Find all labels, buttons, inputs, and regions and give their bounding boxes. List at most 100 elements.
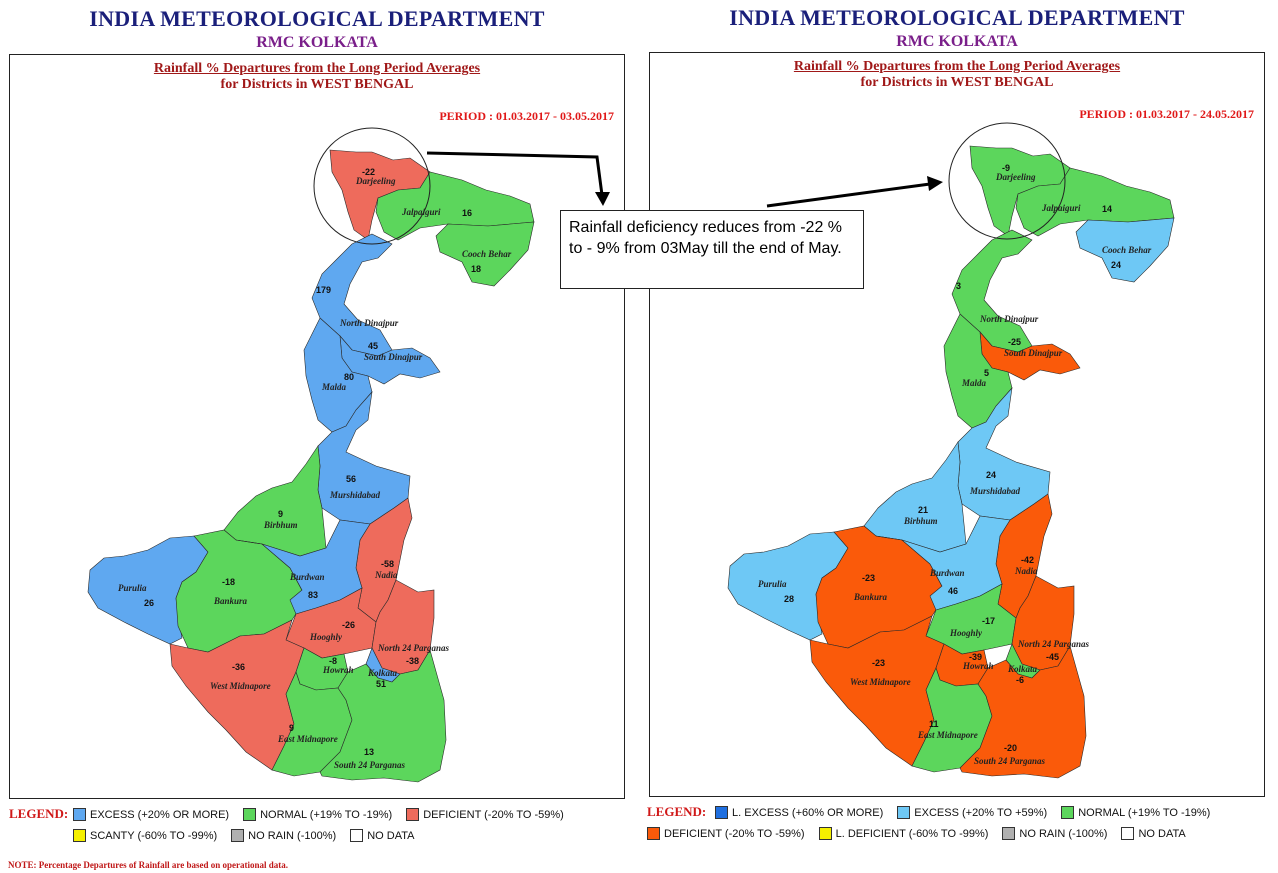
legend-label: L. EXCESS (+60% OR MORE)	[732, 806, 884, 819]
legend-label: NO DATA	[367, 829, 415, 842]
right-legend-item-1-2: EXCESS (+20% TO +59%)	[897, 806, 1047, 819]
left-hooghly-label: Hooghly	[309, 632, 343, 642]
left-period: PERIOD : 01.03.2017 - 03.05.2017	[439, 109, 614, 123]
legend-swatch	[715, 806, 728, 819]
left-howrah-label: Howrah	[322, 665, 354, 675]
left-legend-title: LEGEND:	[9, 806, 69, 821]
right-period: PERIOD : 01.03.2017 - 24.05.2017	[1079, 107, 1254, 121]
right-map-subtitle: for Districts in WEST BENGAL	[860, 75, 1054, 90]
right-jalpaiguri-label: Jalpaiguri	[1041, 203, 1081, 213]
right-howrah-value: -39	[969, 652, 982, 662]
right-east-midnapore-value: 11	[929, 719, 939, 729]
right-header: INDIA METEOROLOGICAL DEPARTMENT RMC KOLK…	[657, 5, 1257, 51]
left-burdwan-value: 83	[308, 590, 318, 600]
right-south-dinajpur-value: -25	[1008, 337, 1021, 347]
right-north-24-parganas-value: -45	[1046, 652, 1059, 662]
left-south-dinajpur-value: 45	[368, 341, 378, 351]
right-west-midnapore-label: West Midnapore	[850, 677, 911, 687]
right-east-midnapore-label: East Midnapore	[917, 730, 978, 740]
left-north-dinajpur-label: North Dinajpur	[339, 318, 399, 328]
legend-swatch	[818, 827, 832, 840]
right-south-dinajpur-label: South Dinajpur	[1004, 348, 1063, 358]
legend-label: SCANTY (-60% TO -99%)	[90, 829, 218, 842]
right-bankura-value: -23	[862, 573, 875, 583]
right-murshidabad-label: Murshidabad	[969, 486, 1021, 496]
right-malda-value: 5	[984, 368, 989, 378]
right-north-dinajpur-label: North Dinajpur	[979, 314, 1039, 324]
right-legend-item-1-1: L. EXCESS (+60% OR MORE)	[715, 806, 883, 819]
left-east-midnapore-label: East Midnapore	[277, 734, 338, 744]
right-rmc-subtitle: RMC KOLKATA	[896, 33, 1018, 50]
left-south-24-parganas-value: 13	[364, 747, 374, 757]
legend-label: L. DEFICIENT (-60% TO -99%)	[835, 827, 989, 840]
callout-box: Rainfall deficiency reduces from -22 % t…	[560, 210, 864, 289]
left-map-title: Rainfall % Departures from the Long Peri…	[153, 61, 481, 76]
left-arrow	[426, 151, 604, 196]
left-south-24-parganas-label: South 24 Parganas	[334, 760, 406, 770]
right-kolkata-label: Kolkata	[1007, 664, 1038, 674]
right-district-cooch-behar	[1075, 217, 1175, 283]
left-murshidabad-label: Murshidabad	[329, 490, 381, 500]
left-legend-item-2-3: NO DATA	[350, 829, 414, 842]
left-darjeeling-label: Darjeeling	[355, 176, 396, 186]
left-north-dinajpur-value: 179	[316, 285, 331, 295]
legend-swatch	[350, 829, 364, 842]
legend-label: DEFICIENT (-20% TO -59%)	[423, 808, 564, 821]
right-legend-item-2-2: L. DEFICIENT (-60% TO -99%)	[818, 827, 989, 840]
left-cooch-behar-label: Cooch Behar	[462, 249, 512, 259]
right-hooghly-label: Hooghly	[949, 628, 983, 638]
left-arrow-head	[595, 192, 610, 206]
right-jalpaiguri-value: 14	[1102, 204, 1112, 214]
left-legend-item-2-1: SCANTY (-60% TO -99%)	[73, 829, 217, 842]
legend-swatch	[1061, 806, 1075, 819]
left-darjeeling-value: -22	[362, 167, 375, 177]
left-purulia-value: 26	[144, 598, 154, 608]
left-map-subtitle: for Districts in WEST BENGAL	[220, 77, 414, 92]
left-jalpaiguri-label: Jalpaiguri	[401, 207, 441, 217]
left-north-24-parganas-value: -38	[406, 656, 419, 666]
left-legend-row-2: SCANTY (-60% TO -99%) NO RAIN (-100%) NO D…	[73, 829, 428, 845]
left-legend: LEGEND: EXCESS (+20% OR MORE) NORMAL (+19…	[9, 806, 629, 846]
legend-label: DEFICIENT (-20% TO -59%)	[664, 827, 805, 840]
right-burdwan-label: Burdwan	[929, 568, 965, 578]
left-murshidabad-value: 56	[346, 474, 356, 484]
left-north-24-parganas-label: North 24 Parganas	[377, 643, 450, 653]
left-east-midnapore-value: 9	[289, 723, 294, 733]
legend-label: NO RAIN (-100%)	[1019, 827, 1108, 840]
right-nadia-label: Nadia	[1014, 566, 1038, 576]
right-murshidabad-value: 24	[986, 470, 996, 480]
left-legend-row-1: EXCESS (+20% OR MORE) NORMAL (+19% TO -19…	[73, 808, 578, 824]
right-legend-row-1: L. EXCESS (+60% OR MORE) EXCESS (+20% TO …	[715, 806, 1224, 822]
right-burdwan-value: 46	[948, 586, 958, 596]
left-kolkata-value: 51	[376, 679, 386, 689]
right-legend-item-2-1: DEFICIENT (-20% TO -59%)	[647, 827, 805, 840]
left-highlight-circle	[313, 127, 431, 245]
right-north-dinajpur-value: 3	[956, 281, 961, 291]
legend-swatch	[73, 829, 86, 842]
legend-swatch	[73, 808, 86, 821]
right-arrow	[766, 182, 931, 208]
right-darjeeling-label: Darjeeling	[995, 172, 1036, 182]
left-kolkata-label: Kolkata	[367, 668, 398, 678]
right-legend: LEGEND: L. EXCESS (+60% OR MORE) EXCESS (…	[647, 804, 1277, 844]
right-birbhum-value: 21	[918, 505, 928, 515]
left-bankura-label: Bankura	[213, 596, 248, 606]
legend-label: EXCESS (+20% OR MORE)	[90, 808, 230, 821]
left-district-south-24-parganas	[319, 649, 447, 783]
left-jalpaiguri-value: 16	[462, 208, 472, 218]
left-malda-label: Malda	[321, 382, 347, 392]
left-south-dinajpur-label: South Dinajpur	[364, 352, 423, 362]
right-howrah-label: Howrah	[962, 661, 994, 671]
right-kolkata-value: -6	[1016, 675, 1024, 685]
right-bankura-label: Bankura	[853, 592, 888, 602]
right-legend-item-1-3: NORMAL (+19% TO -19%)	[1061, 806, 1210, 819]
left-department-title: INDIA METEOROLOGICAL DEPARTMENT	[89, 6, 545, 31]
right-birbhum-label: Birbhum	[903, 516, 938, 526]
right-north-24-parganas-label: North 24 Parganas	[1017, 639, 1090, 649]
legend-label: NORMAL (+19% TO -19%)	[1078, 806, 1211, 819]
left-west-midnapore-label: West Midnapore	[210, 681, 271, 691]
legend-swatch	[243, 808, 257, 821]
